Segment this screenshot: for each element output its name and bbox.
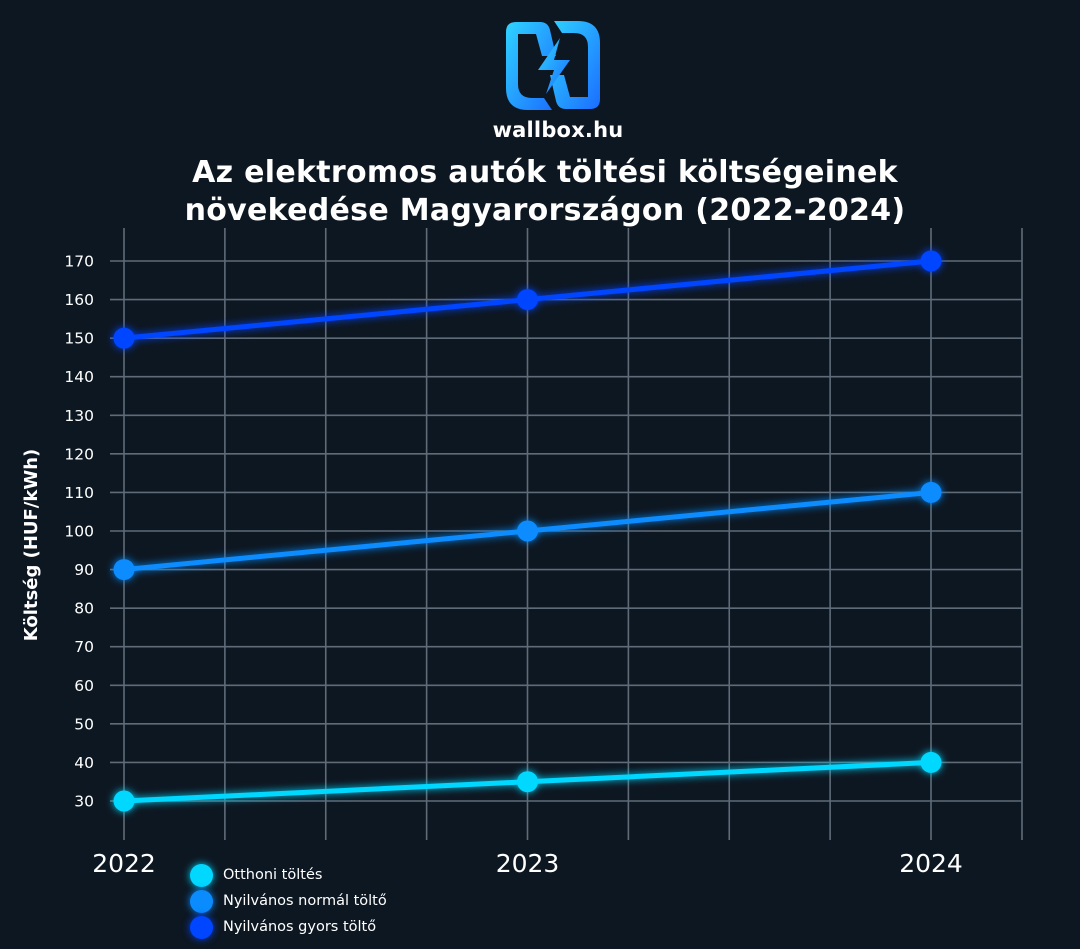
y-tick-label: 60 (74, 677, 94, 695)
data-point (517, 520, 538, 542)
y-tick-label: 50 (74, 715, 94, 733)
legend-item-otthoni: Otthoni töltés (190, 862, 450, 888)
chart-title-line-2: növekedése Magyarországon (2022-2024) (184, 193, 906, 228)
x-axis-ticks: 2022 2023 2024 (92, 849, 963, 878)
data-point (920, 250, 942, 272)
x-tick-label: 2023 (496, 849, 560, 878)
data-point (113, 327, 135, 349)
legend-label: Nyilvános gyors töltő (223, 919, 377, 935)
chart-title-line-1: Az elektromos autók töltési költségeinek (192, 155, 898, 190)
data-point (920, 751, 942, 773)
y-tick-label: 140 (64, 368, 94, 386)
legend-marker (190, 889, 213, 913)
y-tick-label: 160 (64, 291, 94, 309)
lightning-bolt-logo-icon (506, 21, 600, 110)
y-tick-label: 90 (74, 561, 94, 579)
y-tick-label: 120 (64, 445, 94, 463)
grid (110, 228, 1023, 840)
brand-name: wallbox.hu (492, 118, 624, 142)
series-3 (113, 250, 942, 349)
legend-item-gyors: Nyilvános gyors töltő (190, 914, 450, 940)
y-tick-label: 100 (64, 523, 94, 541)
y-tick-label: 80 (74, 600, 94, 618)
legend-label: Otthoni töltés (223, 867, 323, 883)
series-1 (113, 751, 942, 812)
data-point (113, 559, 135, 581)
chart-title: Az elektromos autók töltési költségeinek… (0, 154, 1080, 230)
x-tick-label: 2024 (899, 849, 963, 878)
legend-marker (190, 863, 213, 887)
data-point (517, 289, 538, 311)
y-tick-label: 170 (64, 253, 94, 271)
legend-item-normal: Nyilvános normál töltő (190, 888, 450, 914)
x-tick-label: 2022 (92, 849, 156, 878)
legend-marker (190, 915, 213, 939)
data-point (920, 481, 942, 503)
series-lines (113, 250, 942, 812)
y-axis-ticks: 30 40 50 60 70 80 90 100 110 120 130 140 150 160 170 (64, 253, 94, 811)
y-tick-label: 40 (74, 754, 94, 772)
legend: Otthoni töltés Nyilvános normál töltő Ny… (190, 862, 450, 940)
y-tick-label: 130 (64, 407, 94, 425)
data-point (517, 771, 538, 793)
y-tick-label: 70 (74, 638, 94, 656)
legend-label: Nyilvános normál töltő (223, 893, 387, 909)
y-axis-label: Költség (HUF/kWh) (21, 449, 42, 642)
series-2 (113, 481, 942, 581)
y-tick-label: 150 (64, 330, 94, 348)
y-tick-label: 110 (64, 484, 94, 502)
y-tick-label: 30 (74, 793, 94, 811)
data-point (113, 790, 135, 812)
